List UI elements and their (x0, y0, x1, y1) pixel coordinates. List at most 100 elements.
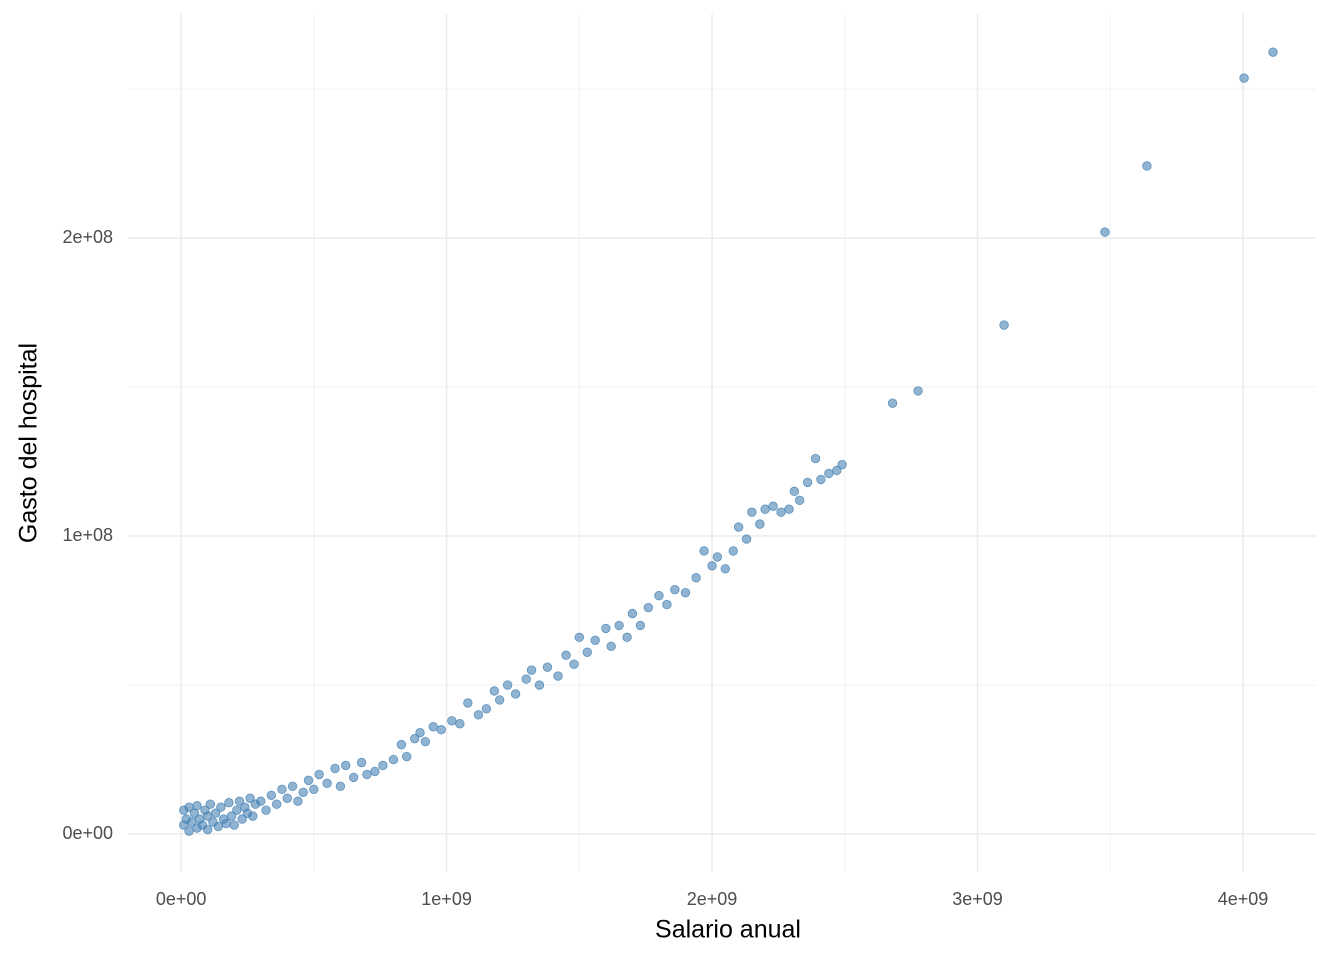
point (473, 710, 484, 720)
point (534, 680, 545, 690)
point (707, 561, 717, 571)
y-axis-title: Gasto del hospital (15, 343, 43, 543)
point (521, 674, 531, 684)
point (569, 659, 579, 669)
point (216, 802, 226, 812)
point (816, 474, 826, 485)
point (322, 778, 332, 789)
point (205, 799, 215, 809)
point (489, 686, 500, 696)
point (837, 459, 847, 470)
point (187, 817, 197, 827)
point (502, 680, 513, 690)
y-tick-label: 1e+08 (62, 525, 113, 545)
point (237, 814, 247, 824)
point (340, 760, 351, 771)
point (1268, 47, 1278, 57)
x-tick-label: 0e+00 (156, 889, 207, 909)
point (755, 519, 765, 529)
y-tick-label: 0e+00 (62, 823, 113, 843)
x-tick-label: 3e+09 (952, 889, 1003, 909)
grid (128, 14, 1316, 872)
point (271, 799, 282, 809)
point (526, 665, 537, 675)
point (810, 453, 821, 464)
point (747, 507, 757, 517)
point (396, 739, 407, 750)
point (335, 781, 346, 792)
point (590, 635, 600, 646)
point (370, 766, 380, 777)
point (266, 790, 277, 800)
point (234, 796, 245, 806)
point (410, 733, 420, 744)
point (887, 398, 898, 408)
point (447, 716, 457, 726)
point (699, 546, 709, 556)
point (330, 763, 340, 774)
point (601, 623, 611, 634)
point (298, 787, 308, 797)
point (760, 504, 770, 514)
point (348, 772, 359, 783)
point (455, 719, 465, 729)
point (561, 650, 571, 660)
x-axis-title: Salario anual (655, 916, 801, 944)
point (256, 796, 266, 806)
point (728, 546, 738, 556)
points (179, 47, 1278, 836)
point (582, 647, 592, 657)
point (402, 751, 412, 762)
point (226, 811, 237, 821)
x-tick-label: 1e+09 (421, 889, 472, 909)
point (733, 522, 744, 532)
point (378, 760, 388, 771)
point (574, 632, 585, 643)
point (622, 632, 632, 643)
point (606, 641, 616, 651)
point (662, 599, 672, 610)
point (245, 793, 255, 803)
point (213, 821, 223, 832)
point (202, 811, 213, 821)
point (627, 608, 638, 619)
point (248, 811, 258, 821)
point (388, 754, 399, 765)
point (184, 826, 194, 836)
point (832, 465, 842, 476)
point (712, 552, 723, 562)
point (202, 824, 213, 835)
y-tick-label: 2e+08 (62, 227, 113, 247)
point (420, 736, 431, 747)
point (428, 722, 438, 732)
point (463, 698, 473, 708)
point (210, 808, 221, 818)
point (192, 801, 202, 811)
point (261, 805, 271, 815)
point (481, 704, 492, 714)
point (635, 620, 646, 631)
point (1100, 227, 1110, 237)
point (494, 695, 505, 705)
point (362, 769, 372, 780)
point (776, 507, 786, 517)
point (1239, 73, 1249, 83)
point (415, 727, 425, 738)
x-tick-label: 2e+09 (687, 889, 738, 909)
point (741, 534, 752, 544)
point (999, 320, 1009, 330)
point (789, 486, 800, 497)
point (303, 775, 314, 786)
point (314, 769, 324, 780)
point (542, 662, 553, 672)
point (356, 757, 367, 768)
point (287, 781, 298, 792)
point (824, 468, 834, 479)
point (802, 477, 813, 488)
point (229, 820, 239, 830)
point (436, 725, 446, 735)
point (282, 793, 292, 803)
point (224, 798, 234, 808)
